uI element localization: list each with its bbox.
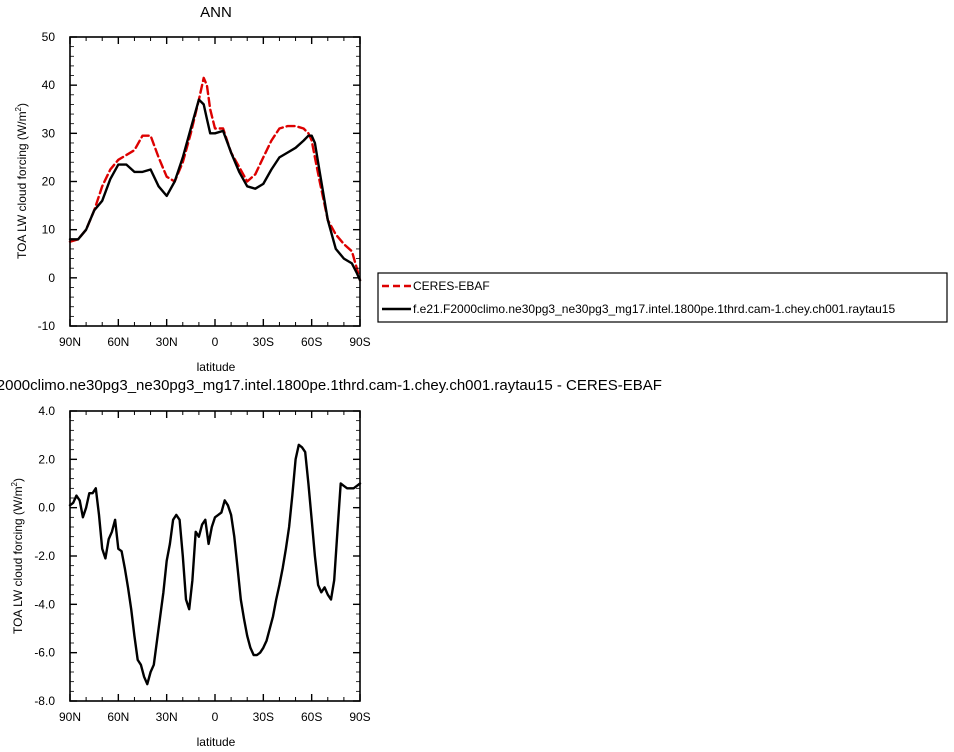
bottom-y-tick-label: -6.0 [34,646,55,660]
bottom-x-axis-label: latitude [197,735,236,749]
top-y-tick-label: 30 [42,126,56,140]
top-x-tick-label: 60N [107,335,129,349]
top-plot-frame [69,36,361,327]
bottom-plot-frame [69,410,361,702]
top-x-tick-label: 90N [59,335,81,349]
top-y-tick-label: -10 [38,319,56,333]
top-y-tick-label: 0 [48,271,55,285]
top-y-tick-label: 50 [42,30,56,44]
top-y-axis-label: TOA LW cloud forcing (W/m2) [14,103,29,259]
bottom-x-tick-label: 0 [212,710,219,724]
bottom-x-tick-label: 60S [301,710,322,724]
bottom-chart-panel: f.e21.F2000climo.ne30pg3_ne30pg3_mg17.in… [0,377,662,749]
bottom-series-line-0 [68,443,362,686]
bottom-x-tick-label: 90N [59,710,81,724]
top-y-tick-label: 20 [42,175,56,189]
top-x-tick-label: 60S [301,335,322,349]
top-x-tick-label: 0 [212,335,219,349]
bottom-x-tick-label: 60N [107,710,129,724]
legend: CERES-EBAF f.e21.F2000climo.ne30pg3_ne30… [377,272,948,323]
top-x-tick-label: 30S [253,335,274,349]
bottom-y-tick-label: -2.0 [34,549,55,563]
bottom-y-axis-label: TOA LW cloud forcing (W/m2) [10,478,25,634]
top-series-line-0 [68,76,362,282]
bottom-x-tick-label: 90S [349,710,370,724]
bottom-y-tick-label: 2.0 [38,452,55,466]
bottom-y-tick-label: 0.0 [38,501,55,515]
bottom-y-tick-label: 4.0 [38,404,55,418]
top-y-tick-label: 40 [42,78,56,92]
legend-label-ceres: CERES-EBAF [413,279,490,293]
top-x-axis-label: latitude [197,360,236,374]
bottom-y-tick-label: -4.0 [34,597,55,611]
bottom-x-tick-label: 30N [156,710,178,724]
top-chart-title: ANN [200,4,232,21]
top-series-line-1 [68,98,362,282]
top-x-tick-label: 90S [349,335,370,349]
bottom-y-tick-label: -8.0 [34,694,55,708]
bottom-chart-title: f.e21.F2000climo.ne30pg3_ne30pg3_mg17.in… [0,377,662,394]
top-chart-panel: ANN 90N 60N 30N 0 30S 60S 90S -10 0 10 20 30 40 50 la… [14,4,371,374]
legend-box [377,272,948,323]
bottom-x-tick-label: 30S [253,710,274,724]
top-y-tick-label: 10 [42,223,56,237]
legend-label-model: f.e21.F2000climo.ne30pg3_ne30pg3_mg17.in… [413,302,895,316]
top-x-tick-label: 30N [156,335,178,349]
